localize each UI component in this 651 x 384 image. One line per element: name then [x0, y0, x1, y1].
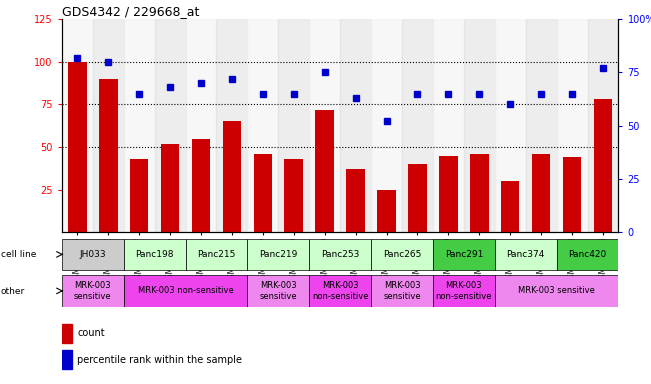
Text: other: other	[1, 286, 25, 296]
Text: MRK-003
sensitive: MRK-003 sensitive	[383, 281, 421, 301]
Text: Panc265: Panc265	[383, 250, 421, 259]
Bar	[253, 154, 272, 232]
Bar	[464, 19, 495, 232]
Bar	[495, 275, 618, 306]
Bar	[62, 239, 124, 270]
Bar	[92, 19, 124, 232]
Bar	[62, 275, 124, 306]
Text: MRK-003
sensitive: MRK-003 sensitive	[260, 281, 297, 301]
Bar	[309, 19, 340, 232]
Text: Panc219: Panc219	[259, 250, 298, 259]
Bar	[247, 19, 278, 232]
Bar	[124, 275, 247, 306]
Bar	[284, 159, 303, 232]
Bar	[278, 19, 309, 232]
Bar	[186, 19, 216, 232]
Bar	[371, 275, 433, 306]
Bar	[247, 275, 309, 306]
Text: MRK-003
non-sensitive: MRK-003 non-sensitive	[312, 281, 368, 301]
Bar	[433, 239, 495, 270]
Bar	[68, 62, 87, 232]
Bar	[340, 19, 371, 232]
Bar	[371, 19, 402, 232]
Text: Panc291: Panc291	[445, 250, 483, 259]
Bar	[532, 154, 550, 232]
Text: Panc253: Panc253	[321, 250, 359, 259]
Text: Panc374: Panc374	[506, 250, 545, 259]
Text: GDS4342 / 229668_at: GDS4342 / 229668_at	[62, 5, 199, 18]
Text: percentile rank within the sample: percentile rank within the sample	[77, 355, 242, 365]
Text: Panc420: Panc420	[568, 250, 607, 259]
Text: JH033: JH033	[79, 250, 106, 259]
Bar	[495, 239, 557, 270]
Bar	[495, 19, 525, 232]
Bar	[99, 79, 117, 232]
Text: MRK-003 sensitive: MRK-003 sensitive	[518, 286, 595, 295]
Bar	[315, 109, 334, 232]
Bar	[62, 350, 72, 369]
Bar	[346, 169, 365, 232]
Bar	[62, 324, 72, 343]
Text: MRK-003
sensitive: MRK-003 sensitive	[74, 281, 111, 301]
Bar	[501, 181, 519, 232]
Bar	[470, 154, 488, 232]
Bar	[562, 157, 581, 232]
Bar	[587, 19, 618, 232]
Text: MRK-003 non-sensitive: MRK-003 non-sensitive	[137, 286, 234, 295]
Bar	[377, 190, 396, 232]
Bar	[525, 19, 557, 232]
Bar	[223, 121, 241, 232]
Bar	[433, 19, 464, 232]
Bar	[402, 19, 433, 232]
Bar	[191, 139, 210, 232]
Text: Panc198: Panc198	[135, 250, 174, 259]
Bar	[161, 144, 179, 232]
Bar	[594, 99, 612, 232]
Text: MRK-003
non-sensitive: MRK-003 non-sensitive	[436, 281, 492, 301]
Bar	[309, 239, 371, 270]
Bar	[186, 239, 247, 270]
Bar	[439, 156, 458, 232]
Bar	[408, 164, 426, 232]
Bar	[216, 19, 247, 232]
Bar	[557, 19, 587, 232]
Bar	[309, 275, 371, 306]
Bar	[62, 19, 92, 232]
Bar	[154, 19, 186, 232]
Bar	[247, 239, 309, 270]
Bar	[124, 239, 186, 270]
Bar	[433, 275, 495, 306]
Text: count: count	[77, 328, 105, 338]
Bar	[371, 239, 433, 270]
Text: Panc215: Panc215	[197, 250, 236, 259]
Bar	[124, 19, 154, 232]
Text: cell line: cell line	[1, 250, 36, 259]
Bar	[130, 159, 148, 232]
Bar	[557, 239, 618, 270]
